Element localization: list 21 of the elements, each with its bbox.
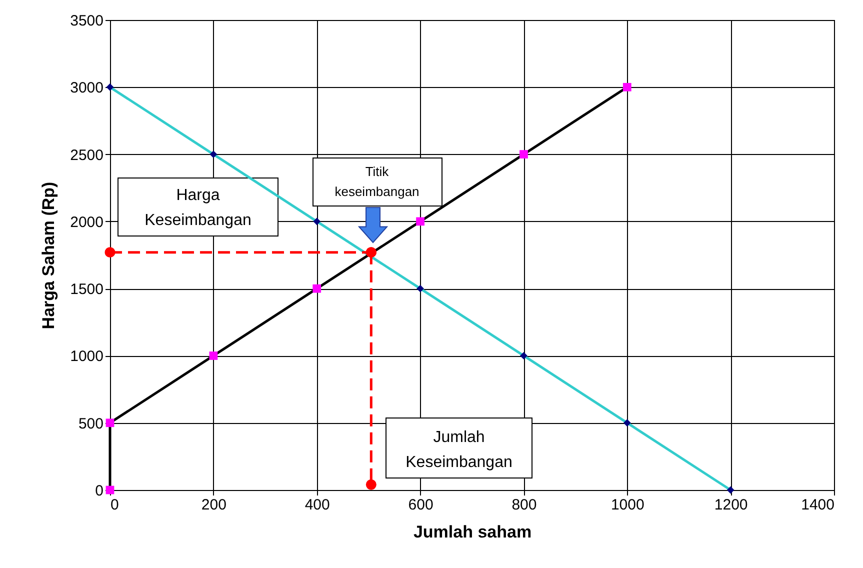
annotation: Jumlah Keseimbangan bbox=[406, 429, 512, 471]
y-tick-label: 500 bbox=[78, 415, 104, 432]
x-tick-label: 1400 bbox=[801, 496, 834, 514]
x-tick-label: 1000 bbox=[610, 496, 644, 514]
x-tick-label: 400 bbox=[304, 496, 330, 514]
y-tick-label: 2500 bbox=[70, 146, 104, 164]
y-tick-label: 1500 bbox=[70, 281, 104, 298]
x-tick-label: 0 bbox=[110, 496, 119, 514]
y-tick-label: 3000 bbox=[70, 80, 104, 97]
y-tick-label: 3500 bbox=[70, 12, 104, 30]
y-tick-label: 2000 bbox=[70, 214, 104, 231]
annotation: Titik keseimbangan bbox=[334, 164, 420, 200]
x-tick-label: 600 bbox=[408, 496, 434, 514]
y-axis-title: Harga Saham (Rp) bbox=[39, 182, 58, 330]
x-tick-label: 200 bbox=[201, 496, 226, 514]
y-tick-label: 1000 bbox=[70, 348, 104, 366]
x-tick-label: 1200 bbox=[714, 496, 748, 514]
annotation: Harga Keseimbangan bbox=[144, 187, 252, 229]
y-tick-label: 0 bbox=[95, 482, 104, 500]
x-tick-label: 800 bbox=[512, 496, 537, 514]
x-axis-title: Jumlah saham bbox=[413, 522, 532, 542]
